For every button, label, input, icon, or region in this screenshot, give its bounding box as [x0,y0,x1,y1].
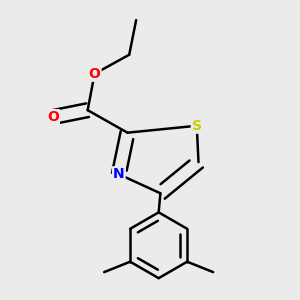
Text: O: O [88,67,101,81]
Text: O: O [47,110,59,124]
Text: S: S [192,119,202,133]
Text: N: N [113,167,124,181]
